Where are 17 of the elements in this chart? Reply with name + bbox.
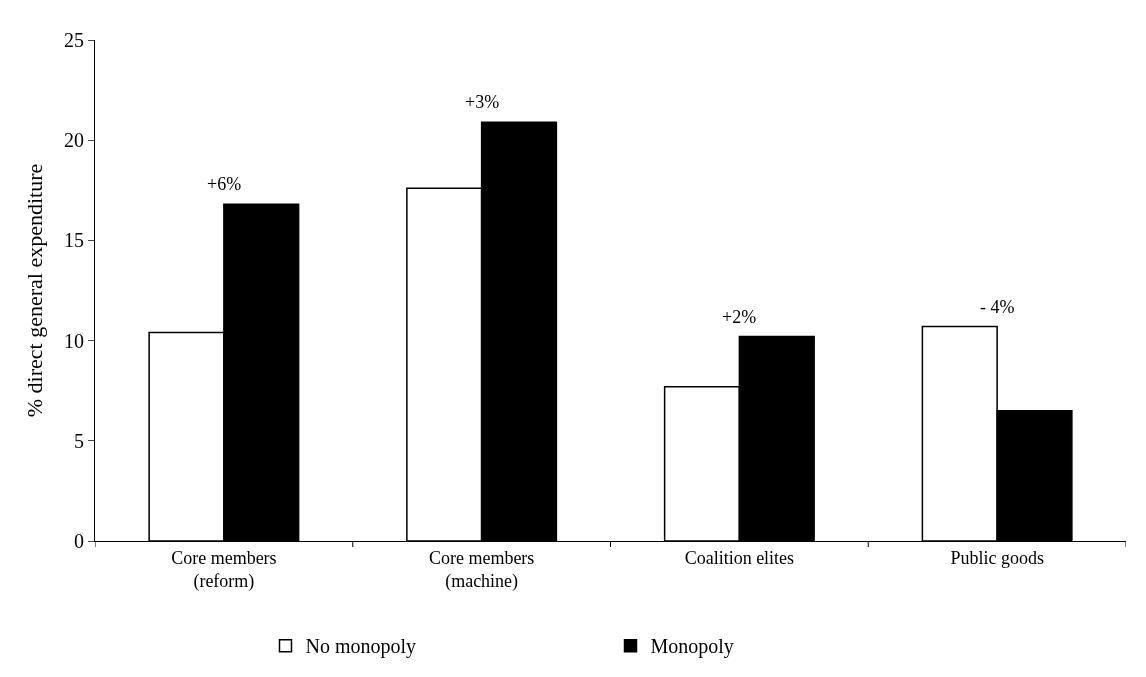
x-tick-label: Public goods [950, 547, 1044, 568]
legend-label: No monopoly [305, 635, 417, 659]
y-tick-label: 5 [74, 429, 84, 452]
x-tick-label: Core members (machine) [428, 547, 535, 592]
annotation: +6% [207, 174, 242, 194]
y-tick-label: 25 [64, 29, 84, 51]
x-tick-label: Coalition elites [684, 547, 795, 568]
y-tick-label: 0 [74, 530, 84, 552]
legend-label: Monopoly [650, 635, 734, 659]
annotation: - 4% [980, 297, 1015, 317]
annotation: +2% [722, 307, 757, 327]
annotation: +3% [465, 92, 500, 112]
y-tick-label: 10 [64, 329, 84, 352]
y-axis-title: % direct general expenditure [21, 163, 47, 418]
y-tick-label: 20 [64, 129, 84, 152]
x-tick-label: Core members (reform) [171, 547, 277, 592]
y-tick-label: 15 [64, 229, 84, 252]
